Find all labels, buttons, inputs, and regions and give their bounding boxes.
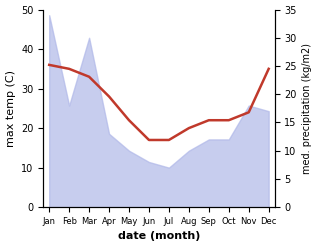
Y-axis label: max temp (C): max temp (C): [5, 70, 16, 147]
Y-axis label: med. precipitation (kg/m2): med. precipitation (kg/m2): [302, 43, 313, 174]
X-axis label: date (month): date (month): [118, 231, 200, 242]
